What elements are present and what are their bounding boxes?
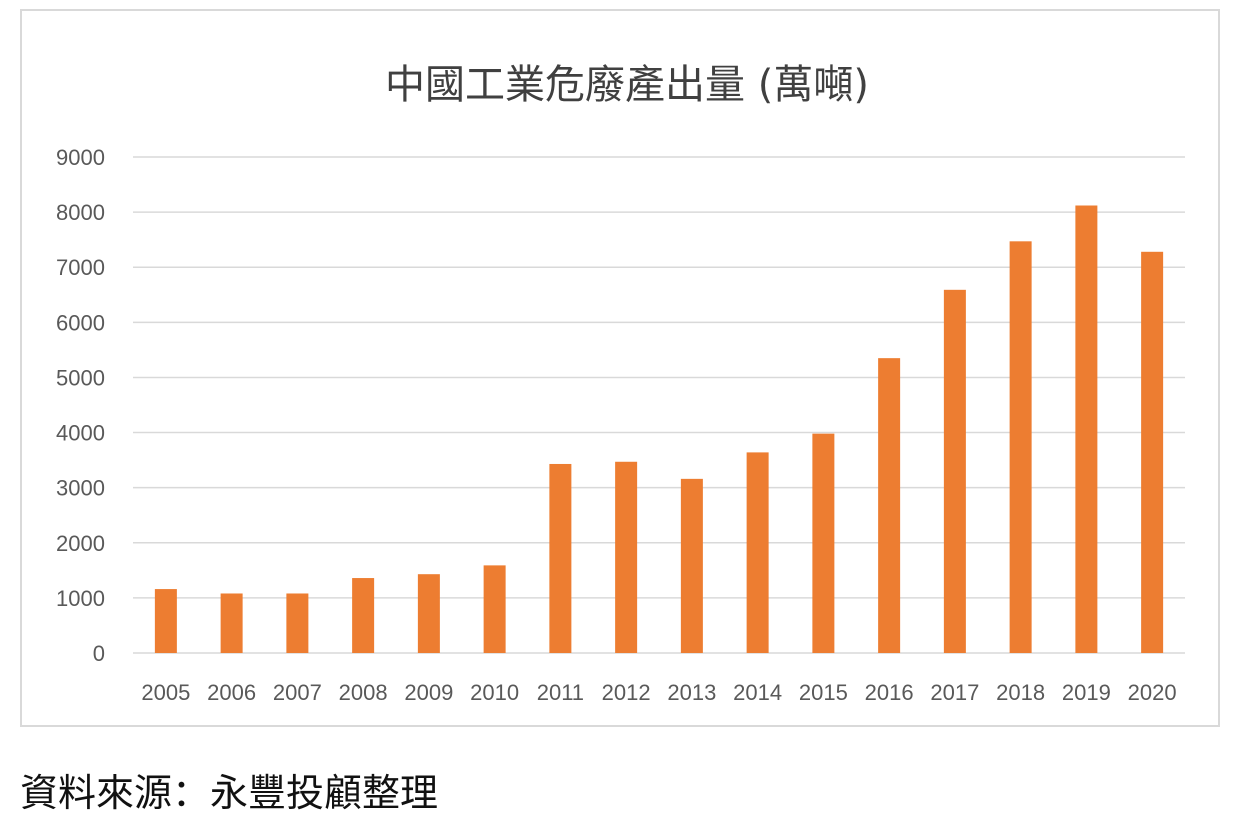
x-tick-label: 2018 <box>996 680 1045 705</box>
x-tick-label: 2015 <box>799 680 848 705</box>
chart-frame: 中國工業危廢產出量 (萬噸) 0 1000 2000 3000 4000 5000 6000… <box>20 9 1220 727</box>
x-tick-label: 2013 <box>667 680 716 705</box>
bar-2020 <box>1141 251 1164 653</box>
bar-chart: 中國工業危廢產出量 (萬噸) 0 1000 2000 3000 4000 5000 6000… <box>56 62 1185 705</box>
bar-2011 <box>549 463 572 653</box>
bar-2017 <box>943 289 966 653</box>
bar-2016 <box>878 358 901 653</box>
bars <box>154 205 1164 653</box>
x-tick-label: 2019 <box>1062 680 1111 705</box>
y-tick-label: 1000 <box>56 586 105 611</box>
y-tick-label: 2000 <box>56 531 105 556</box>
bar-2012 <box>615 461 638 653</box>
x-tick-label: 2017 <box>930 680 979 705</box>
x-tick-label: 2012 <box>602 680 651 705</box>
x-tick-label: 2006 <box>207 680 256 705</box>
x-tick-label: 2016 <box>865 680 914 705</box>
x-tick-label: 2009 <box>404 680 453 705</box>
source-note: 資料來源：永豐投顧整理 <box>20 771 439 815</box>
y-tick-label: 0 <box>93 641 105 666</box>
x-tick-label: 2011 <box>537 680 584 705</box>
x-axis-ticks: 2005 2006 2007 2008 2009 2010 2011 2012 2013 2014… <box>141 680 1176 705</box>
bar-2018 <box>1009 241 1032 653</box>
bar-2013 <box>680 478 703 653</box>
y-tick-label: 8000 <box>56 200 105 225</box>
bar-2009 <box>417 574 440 653</box>
bar-2008 <box>352 578 375 653</box>
y-tick-label: 9000 <box>56 145 105 170</box>
x-tick-label: 2005 <box>141 680 190 705</box>
y-tick-label: 5000 <box>56 365 105 390</box>
bar-2019 <box>1075 205 1098 653</box>
y-tick-label: 3000 <box>56 476 105 501</box>
x-tick-label: 2010 <box>470 680 519 705</box>
y-tick-label: 6000 <box>56 310 105 335</box>
bar-2015 <box>812 433 835 653</box>
x-tick-label: 2014 <box>733 680 782 705</box>
y-tick-label: 7000 <box>56 255 105 280</box>
bar-2005 <box>154 589 177 653</box>
x-tick-label: 2008 <box>339 680 388 705</box>
bar-2010 <box>483 565 506 653</box>
bar-2007 <box>286 593 309 653</box>
x-tick-label: 2020 <box>1128 680 1177 705</box>
bar-2006 <box>220 593 243 653</box>
x-tick-label: 2007 <box>273 680 322 705</box>
y-axis-ticks: 0 1000 2000 3000 4000 5000 6000 7000 8000 9000 <box>56 145 105 666</box>
chart-title: 中國工業危廢產出量 (萬噸) <box>385 62 869 108</box>
bar-2014 <box>746 452 769 653</box>
y-tick-label: 4000 <box>56 421 105 446</box>
